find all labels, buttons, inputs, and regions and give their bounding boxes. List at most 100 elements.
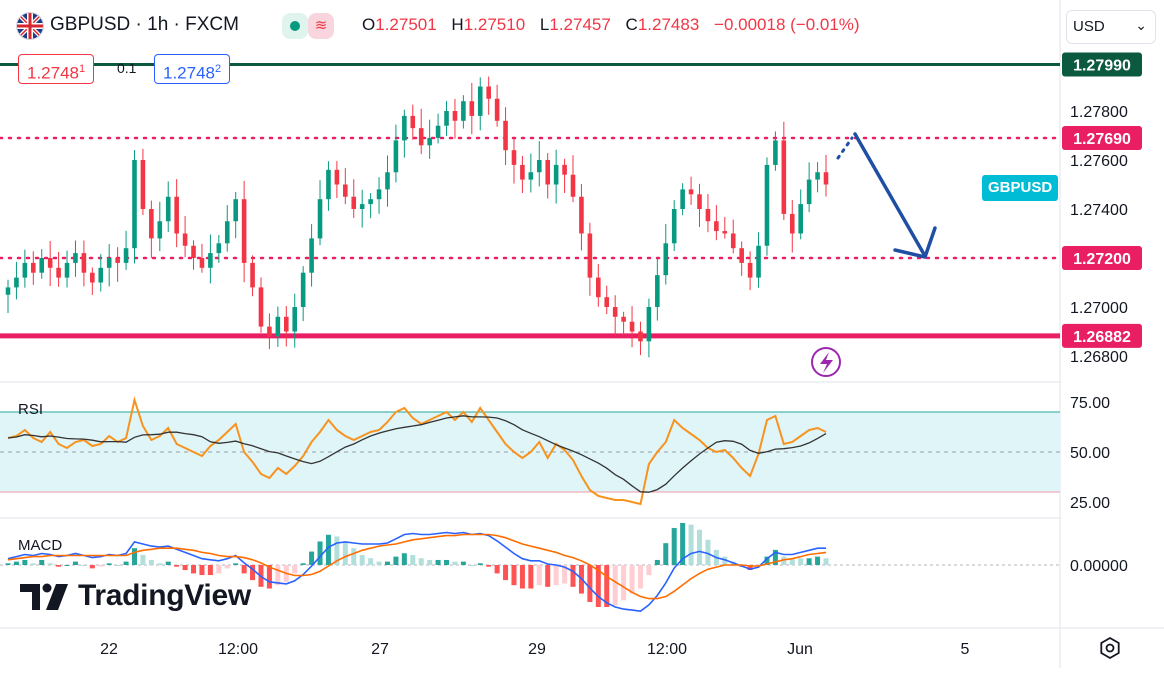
candle-body — [536, 160, 542, 173]
sell-price: 1.2748 — [27, 63, 79, 83]
price-axis[interactable]: 1.27990 1.27690 1.27200 1.26882 1.26800 1.270… — [1062, 52, 1142, 575]
candle-body — [241, 199, 247, 263]
candle-body — [823, 172, 829, 185]
spread-value: 0.1 — [117, 60, 137, 76]
macd-histogram-bar — [697, 529, 703, 565]
rsi-pane: RSI — [0, 396, 1060, 506]
buy-price: 1.2748 — [163, 63, 215, 83]
macd-histogram-bar — [325, 534, 331, 565]
macd-histogram-bar — [115, 565, 121, 566]
candle-body — [469, 101, 475, 116]
tradingview-logo-icon — [20, 583, 68, 610]
macd-histogram-bar — [89, 565, 95, 569]
market-open-icon[interactable] — [282, 13, 308, 39]
candle-body — [511, 150, 517, 165]
macd-histogram-bar — [418, 558, 424, 565]
candle-body — [368, 199, 373, 205]
high-label: H — [451, 15, 464, 34]
projection-dotted-segment[interactable] — [836, 136, 854, 160]
macd-histogram-bar — [275, 565, 281, 586]
candle-body — [596, 277, 601, 298]
candle-body — [132, 160, 137, 249]
macd-histogram-bar — [612, 565, 618, 606]
candle-body — [773, 140, 778, 165]
candle-body — [149, 209, 154, 239]
macd-histogram-bar — [123, 561, 129, 565]
macd-histogram-bar — [587, 565, 593, 602]
candle-body — [427, 137, 432, 146]
settings-icon[interactable] — [1098, 636, 1122, 660]
candle-body — [587, 233, 593, 278]
candle-body — [258, 287, 264, 327]
macd-histogram-bar — [595, 565, 601, 607]
wave-icon[interactable]: ≋ — [308, 13, 334, 39]
macd-histogram-bar — [182, 565, 188, 571]
sell-button[interactable]: 1.27481 — [18, 54, 95, 84]
currency-select[interactable]: USD ⌄ — [1066, 10, 1156, 44]
symbol-title[interactable]: GBPUSD · 1h · FXCM — [50, 14, 239, 35]
candle-body — [798, 204, 803, 234]
macd-histogram-bar — [56, 565, 62, 567]
macd-histogram-bar — [292, 565, 298, 574]
macd-histogram-bar — [39, 559, 45, 565]
macd-histogram-bar — [815, 556, 821, 565]
candle-body — [477, 86, 483, 116]
horizontal-levels[interactable] — [0, 62, 1062, 339]
candle-body — [789, 213, 795, 234]
candle-body — [503, 120, 508, 151]
level-price-tag-0[interactable] — [1062, 52, 1142, 77]
candle-body — [81, 253, 87, 273]
level-price-tag-2[interactable] — [1062, 246, 1142, 270]
time-tick-5: Jun — [787, 641, 813, 658]
projection-arrow-line[interactable] — [853, 132, 927, 258]
level-price-label-3: 1.26882 — [1073, 329, 1131, 346]
candle-body — [275, 316, 281, 337]
candle-body — [781, 140, 787, 214]
macd-histogram-bar — [435, 559, 441, 565]
candle-body — [486, 86, 491, 99]
macd-histogram-bar — [317, 541, 323, 565]
candle-body — [224, 221, 230, 244]
macd-histogram-bar — [81, 565, 87, 566]
level-price-tag-1[interactable] — [1062, 125, 1142, 150]
candle-body — [739, 248, 744, 263]
candle-body — [747, 262, 753, 278]
candle-body — [494, 98, 500, 121]
price-tick-3: 1.27600 — [1070, 153, 1128, 170]
candle-body — [73, 253, 78, 263]
macd-histogram-bar — [22, 559, 28, 565]
macd-signal-line — [7, 533, 827, 600]
candle-body — [56, 267, 61, 278]
macd-tick-0: 0.00000 — [1070, 558, 1128, 575]
macd-histogram-bar — [519, 565, 525, 589]
candle-body — [292, 307, 298, 332]
macd-histogram-bar — [789, 558, 795, 565]
candle-body — [326, 169, 331, 200]
price-tick-0: 1.26800 — [1070, 349, 1128, 366]
candle-body — [165, 196, 171, 222]
macd-histogram-bar — [233, 563, 239, 565]
macd-histogram-bar — [157, 563, 163, 565]
candle-body — [663, 243, 669, 276]
candle-body — [359, 204, 365, 209]
candle-body — [697, 194, 702, 209]
macd-histogram-bar — [747, 565, 753, 571]
macd-histogram-bar — [72, 561, 78, 565]
macd-histogram-bar — [688, 524, 694, 565]
candle-body — [376, 189, 382, 200]
candle-body — [680, 189, 685, 209]
candle-body — [267, 326, 272, 337]
candle-body — [570, 174, 576, 197]
candle-body — [629, 321, 635, 332]
projection-arrow[interactable] — [836, 132, 937, 259]
projection-arrow-head[interactable] — [893, 226, 937, 259]
candle-body — [815, 172, 820, 180]
candle-body — [418, 128, 424, 146]
buy-button[interactable]: 1.27482 — [154, 54, 231, 84]
time-axis[interactable]: 22 12:00 27 29 12:00 Jun 5 — [100, 641, 969, 658]
level-price-tag-3[interactable] — [1062, 323, 1142, 348]
alert-icon[interactable] — [811, 347, 841, 377]
macd-histogram-bar — [140, 554, 146, 565]
macd-histogram-bar — [494, 565, 500, 574]
